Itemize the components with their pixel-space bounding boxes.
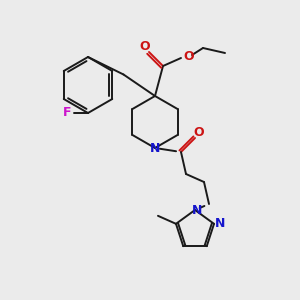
Text: O: O bbox=[184, 50, 194, 62]
Text: N: N bbox=[150, 142, 160, 154]
Text: O: O bbox=[140, 40, 150, 53]
Text: F: F bbox=[63, 106, 71, 119]
Text: O: O bbox=[194, 125, 204, 139]
Text: N: N bbox=[192, 203, 202, 217]
Text: N: N bbox=[215, 217, 225, 230]
